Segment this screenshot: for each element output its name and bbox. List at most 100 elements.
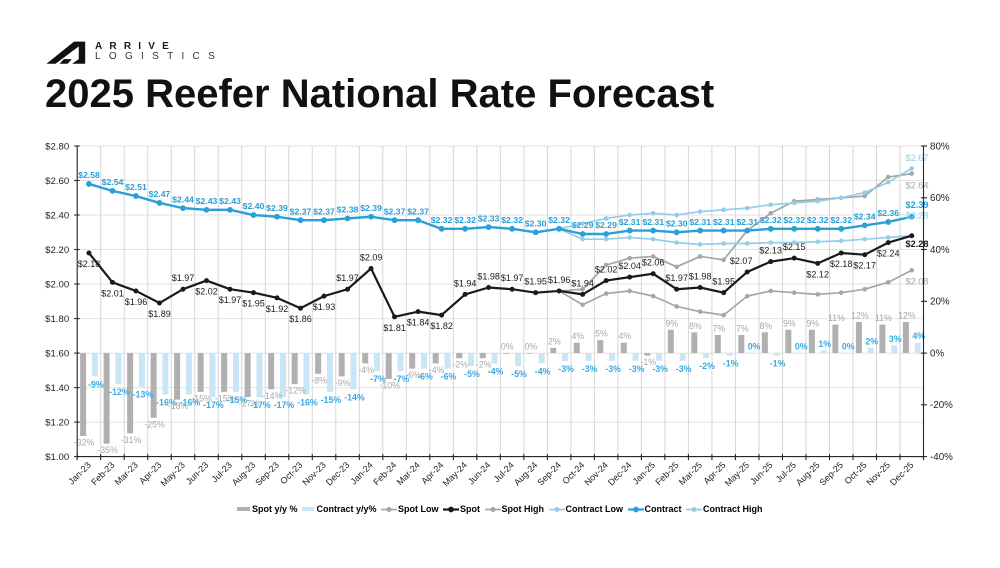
svg-text:$1.96: $1.96: [548, 275, 571, 285]
svg-text:Dec-23: Dec-23: [324, 460, 352, 488]
svg-text:$2.40: $2.40: [243, 201, 265, 211]
svg-text:$1.96: $1.96: [125, 297, 148, 307]
svg-text:$2.06: $2.06: [642, 258, 665, 268]
svg-text:Aug-23: Aug-23: [230, 460, 258, 488]
svg-text:-15%: -15%: [191, 393, 212, 403]
svg-text:-3%: -3%: [652, 364, 668, 374]
svg-text:$2.12: $2.12: [806, 269, 829, 279]
svg-text:$1.86: $1.86: [289, 314, 312, 324]
svg-text:-9%: -9%: [335, 378, 351, 388]
svg-text:$2.38: $2.38: [337, 205, 359, 215]
svg-text:$2.31: $2.31: [736, 217, 758, 227]
svg-text:$2.43: $2.43: [219, 196, 241, 206]
svg-text:$2.28: $2.28: [906, 239, 929, 249]
svg-text:$1.97: $1.97: [219, 295, 242, 305]
svg-text:$2.64: $2.64: [906, 181, 929, 191]
svg-text:Nov-25: Nov-25: [865, 460, 893, 488]
svg-text:-15%: -15%: [227, 395, 248, 405]
svg-text:-31%: -31%: [121, 435, 142, 445]
svg-text:-12%: -12%: [109, 387, 130, 397]
svg-text:$2.29: $2.29: [572, 220, 594, 230]
svg-text:$2.51: $2.51: [125, 182, 147, 192]
svg-text:20%: 20%: [930, 297, 950, 308]
svg-text:-16%: -16%: [180, 398, 201, 408]
svg-text:$2.32: $2.32: [431, 215, 453, 225]
svg-text:$1.97: $1.97: [336, 273, 359, 283]
svg-text:$1.93: $1.93: [313, 302, 336, 312]
svg-text:$2.00: $2.00: [45, 279, 69, 290]
svg-text:-5%: -5%: [511, 369, 527, 379]
svg-text:$1.81: $1.81: [383, 323, 406, 333]
svg-text:3%: 3%: [889, 334, 902, 344]
svg-text:-15%: -15%: [321, 395, 342, 405]
svg-text:Feb-25: Feb-25: [653, 460, 680, 487]
svg-text:$2.31: $2.31: [713, 217, 735, 227]
svg-text:0%: 0%: [501, 342, 514, 352]
svg-text:$2.09: $2.09: [360, 253, 383, 263]
svg-text:$2.31: $2.31: [642, 217, 664, 227]
svg-text:Dec-25: Dec-25: [888, 460, 916, 488]
svg-text:-6%: -6%: [405, 370, 421, 380]
svg-text:-4%: -4%: [429, 365, 445, 375]
svg-text:$2.32: $2.32: [783, 215, 805, 225]
svg-text:-6%: -6%: [441, 372, 457, 382]
svg-text:8%: 8%: [689, 321, 702, 331]
svg-text:$2.32: $2.32: [501, 215, 523, 225]
svg-text:$2.32: $2.32: [807, 215, 829, 225]
svg-text:-7%: -7%: [394, 374, 410, 384]
svg-text:$2.17: $2.17: [853, 261, 876, 271]
svg-text:$2.32: $2.32: [454, 215, 476, 225]
svg-text:Feb-23: Feb-23: [89, 460, 116, 487]
svg-text:$2.39: $2.39: [266, 203, 288, 213]
svg-text:$2.32: $2.32: [760, 215, 782, 225]
svg-text:-4%: -4%: [535, 366, 551, 376]
svg-text:Jan-24: Jan-24: [348, 460, 375, 487]
svg-text:7%: 7%: [712, 323, 725, 333]
svg-text:$1.97: $1.97: [501, 273, 524, 283]
svg-text:$1.00: $1.00: [45, 452, 69, 463]
svg-text:Oct-23: Oct-23: [278, 460, 304, 486]
svg-text:-8%: -8%: [311, 375, 327, 385]
svg-text:$1.95: $1.95: [242, 299, 265, 309]
svg-text:$2.30: $2.30: [525, 219, 547, 229]
svg-text:-3%: -3%: [582, 364, 598, 374]
svg-text:-17%: -17%: [203, 400, 224, 410]
svg-text:Dec-24: Dec-24: [606, 460, 634, 488]
svg-text:11%: 11%: [828, 313, 845, 323]
svg-text:$2.39: $2.39: [906, 200, 929, 210]
svg-text:Feb-24: Feb-24: [371, 460, 398, 487]
svg-text:$2.39: $2.39: [360, 203, 382, 213]
svg-text:$2.40: $2.40: [45, 210, 69, 221]
svg-text:$2.02: $2.02: [195, 287, 218, 297]
svg-text:Jan-25: Jan-25: [631, 460, 658, 487]
svg-text:-25%: -25%: [144, 419, 165, 429]
svg-text:$2.32: $2.32: [830, 215, 852, 225]
svg-text:-3%: -3%: [629, 364, 645, 374]
svg-text:$1.97: $1.97: [665, 273, 688, 283]
svg-text:$1.98: $1.98: [689, 272, 712, 282]
svg-text:-17%: -17%: [250, 400, 271, 410]
svg-text:$1.82: $1.82: [430, 321, 453, 331]
svg-text:$2.34: $2.34: [854, 212, 876, 222]
svg-text:$2.37: $2.37: [290, 206, 312, 216]
svg-text:Aug-25: Aug-25: [794, 460, 822, 488]
svg-text:$1.98: $1.98: [477, 272, 500, 282]
svg-text:40%: 40%: [930, 245, 950, 256]
svg-text:$1.95: $1.95: [524, 277, 547, 287]
svg-text:$2.43: $2.43: [196, 196, 218, 206]
svg-text:Sep-25: Sep-25: [818, 460, 846, 488]
svg-text:1%: 1%: [818, 339, 831, 349]
svg-text:Jun-25: Jun-25: [748, 460, 775, 487]
svg-text:2%: 2%: [865, 336, 878, 346]
svg-text:11%: 11%: [875, 313, 892, 323]
svg-text:$2.54: $2.54: [102, 177, 124, 187]
svg-text:$2.44: $2.44: [172, 194, 194, 204]
svg-text:2%: 2%: [548, 336, 561, 346]
svg-text:-2%: -2%: [476, 360, 492, 370]
svg-text:0%: 0%: [795, 342, 808, 352]
svg-text:-40%: -40%: [930, 452, 953, 463]
svg-text:-16%: -16%: [297, 398, 318, 408]
svg-text:0%: 0%: [930, 349, 944, 360]
svg-text:$2.80: $2.80: [45, 141, 69, 152]
svg-text:$1.94: $1.94: [571, 278, 594, 288]
